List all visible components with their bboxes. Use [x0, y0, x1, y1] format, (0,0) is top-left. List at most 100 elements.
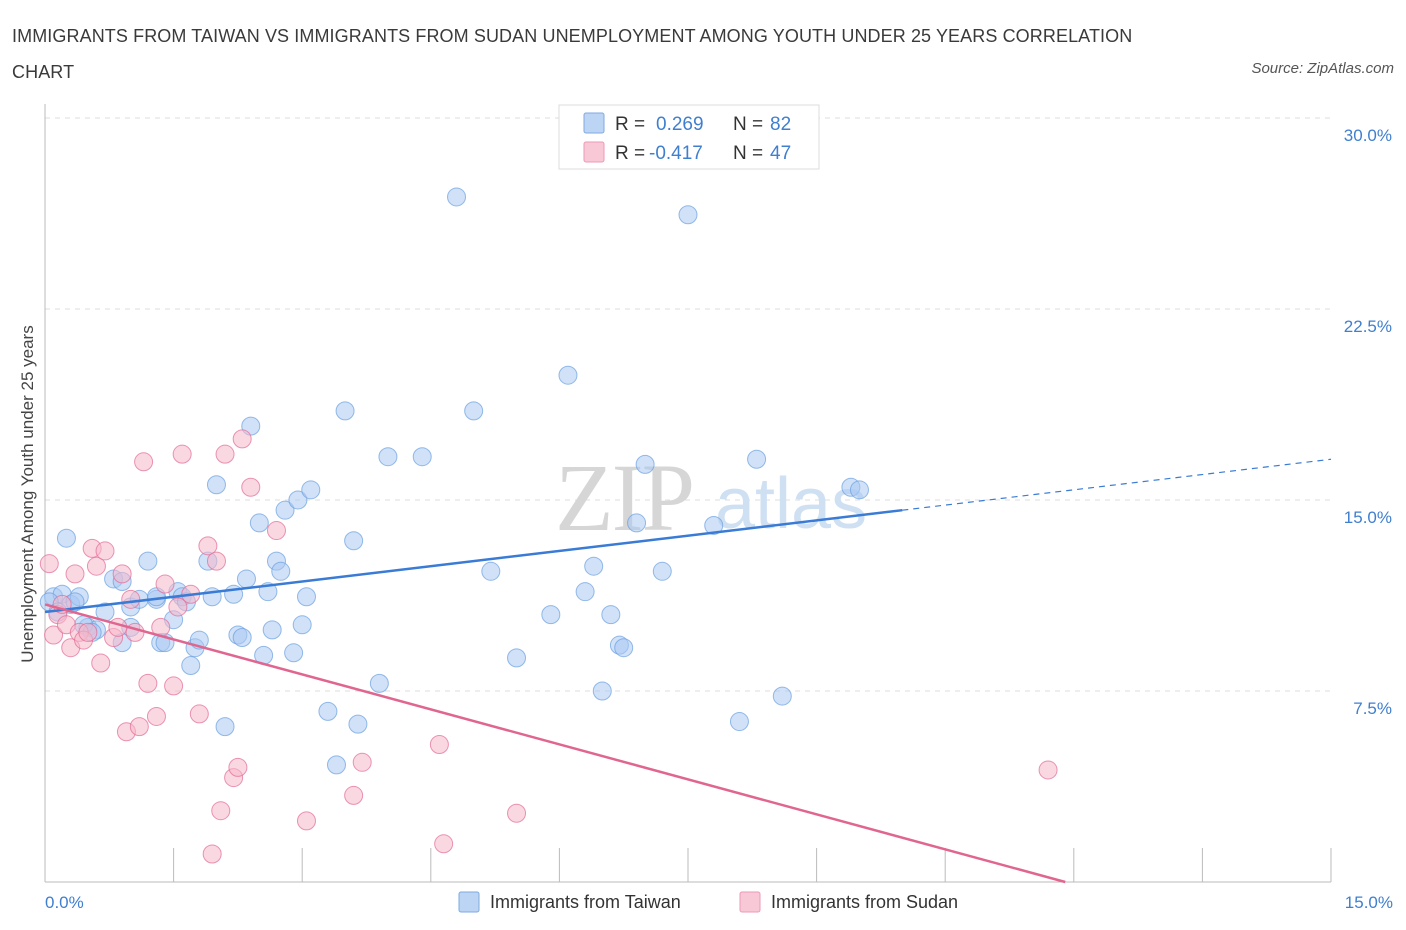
taiwan-point-66 [627, 513, 647, 533]
taiwan-point-46 [318, 701, 338, 721]
sudan-point-28 [172, 444, 192, 464]
taiwan-point-54 [447, 187, 467, 207]
legend-n-value-sudan: 47 [770, 143, 791, 164]
taiwan-point-48 [335, 401, 355, 421]
legend-r-value-sudan: -0.417 [649, 143, 703, 164]
taiwan-point-41 [284, 643, 304, 663]
taiwan-point-40 [275, 500, 295, 520]
taiwan-point-42 [288, 490, 308, 510]
taiwan-point-52 [378, 447, 398, 467]
taiwan-point-45 [301, 480, 321, 500]
series-sudan-points [39, 429, 1058, 864]
taiwan-point-60 [575, 582, 595, 602]
watermark-atlas: atlas [715, 464, 867, 544]
sudan-point-32 [202, 844, 222, 864]
taiwan-point-75 [849, 480, 869, 500]
legend-box: R = 0.269 N = 82 R = -0.417 N = 47 [558, 104, 820, 170]
y-axis-label: Unemployment Among Youth under 25 years [18, 325, 37, 662]
legend-n-label-taiwan: N = [733, 114, 763, 135]
sudan-point-47 [1038, 760, 1058, 780]
sudan-point-12 [91, 653, 111, 673]
taiwan-point-59 [558, 365, 578, 385]
taiwan-point-31 [232, 628, 252, 648]
sudan-point-13 [95, 541, 115, 561]
sudan-point-9 [78, 622, 98, 642]
taiwan-point-39 [271, 561, 291, 581]
taiwan-point-57 [507, 648, 527, 668]
grid-lines [45, 117, 1331, 692]
taiwan-point-50 [348, 714, 368, 734]
sudan-point-46 [507, 803, 527, 823]
sudan-point-25 [155, 574, 175, 594]
bottom-legend-swatch-taiwan [458, 891, 480, 913]
sudan-point-6 [65, 564, 85, 584]
legend-swatch-taiwan [583, 112, 605, 134]
legend-r-value-taiwan: 0.269 [656, 114, 704, 135]
sudan-point-15 [108, 617, 128, 637]
sudan-point-43 [352, 752, 372, 772]
sudan-point-30 [189, 704, 209, 724]
sudan-point-44 [429, 734, 449, 754]
taiwan-point-55 [464, 401, 484, 421]
taiwan-point-62 [592, 681, 612, 701]
chart-source: Source: ZipAtlas.com [1251, 60, 1394, 77]
y-tick-label-3: 30.0% [1344, 126, 1392, 145]
axes [44, 104, 1332, 883]
taiwan-point-72 [747, 449, 767, 469]
sudan-point-26 [164, 676, 184, 696]
sudan-point-0 [39, 554, 59, 574]
taiwan-point-68 [652, 561, 672, 581]
legend-r-label-taiwan: R = [615, 114, 645, 135]
sudan-point-40 [266, 521, 286, 541]
y-tick-label-1: 15.0% [1344, 508, 1392, 527]
taiwan-point-69 [678, 205, 698, 225]
bottom-legend-swatch-sudan [739, 891, 761, 913]
sudan-point-16 [112, 564, 132, 584]
taiwan-point-56 [481, 561, 501, 581]
chart-title: IMMIGRANTS FROM TAIWAN VS IMMIGRANTS FRO… [12, 26, 1133, 82]
bottom-legend: Immigrants from Taiwan Immigrants from S… [458, 891, 958, 913]
sudan-point-18 [121, 589, 141, 609]
sudan-point-42 [344, 785, 364, 805]
sudan-point-22 [138, 673, 158, 693]
sudan-point-34 [211, 801, 231, 821]
taiwan-point-27 [206, 475, 226, 495]
sudan-point-35 [215, 444, 235, 464]
y-tick-label-0: 7.5% [1353, 699, 1392, 718]
taiwan-point-73 [772, 686, 792, 706]
taiwan-point-61 [584, 556, 604, 576]
sudan-point-38 [232, 429, 252, 449]
trend-line-taiwan-extension [902, 458, 1332, 511]
taiwan-point-32 [236, 569, 256, 589]
sudan-point-39 [241, 477, 261, 497]
sudan-point-21 [134, 452, 154, 472]
sudan-point-1 [44, 625, 64, 645]
sudan-point-37 [228, 757, 248, 777]
trend-line-sudan [44, 603, 1066, 884]
legend-n-value-taiwan: 82 [770, 114, 791, 135]
legend-n-label-sudan: N = [733, 143, 763, 164]
bottom-legend-label-sudan: Immigrants from Sudan [771, 892, 958, 912]
sudan-point-41 [296, 811, 316, 831]
taiwan-point-78 [56, 528, 76, 548]
taiwan-point-49 [344, 531, 364, 551]
taiwan-point-13 [138, 551, 158, 571]
sudan-point-20 [129, 717, 149, 737]
trend-lines [44, 458, 1332, 884]
watermark-zip: ZIP [555, 444, 693, 551]
taiwan-point-47 [326, 755, 346, 775]
taiwan-point-37 [262, 620, 282, 640]
taiwan-point-28 [215, 717, 235, 737]
x-tick-labels: 0.0% 15.0% [45, 893, 1393, 912]
sudan-point-31 [198, 536, 218, 556]
taiwan-point-22 [181, 656, 201, 676]
taiwan-point-53 [412, 447, 432, 467]
legend-swatch-sudan [583, 141, 605, 163]
taiwan-point-70 [704, 515, 724, 535]
taiwan-point-71 [729, 712, 749, 732]
bottom-legend-label-taiwan: Immigrants from Taiwan [490, 892, 681, 912]
sudan-point-23 [146, 706, 166, 726]
x-tick-label-1: 15.0% [1345, 893, 1393, 912]
x-tick-label-0: 0.0% [45, 893, 84, 912]
